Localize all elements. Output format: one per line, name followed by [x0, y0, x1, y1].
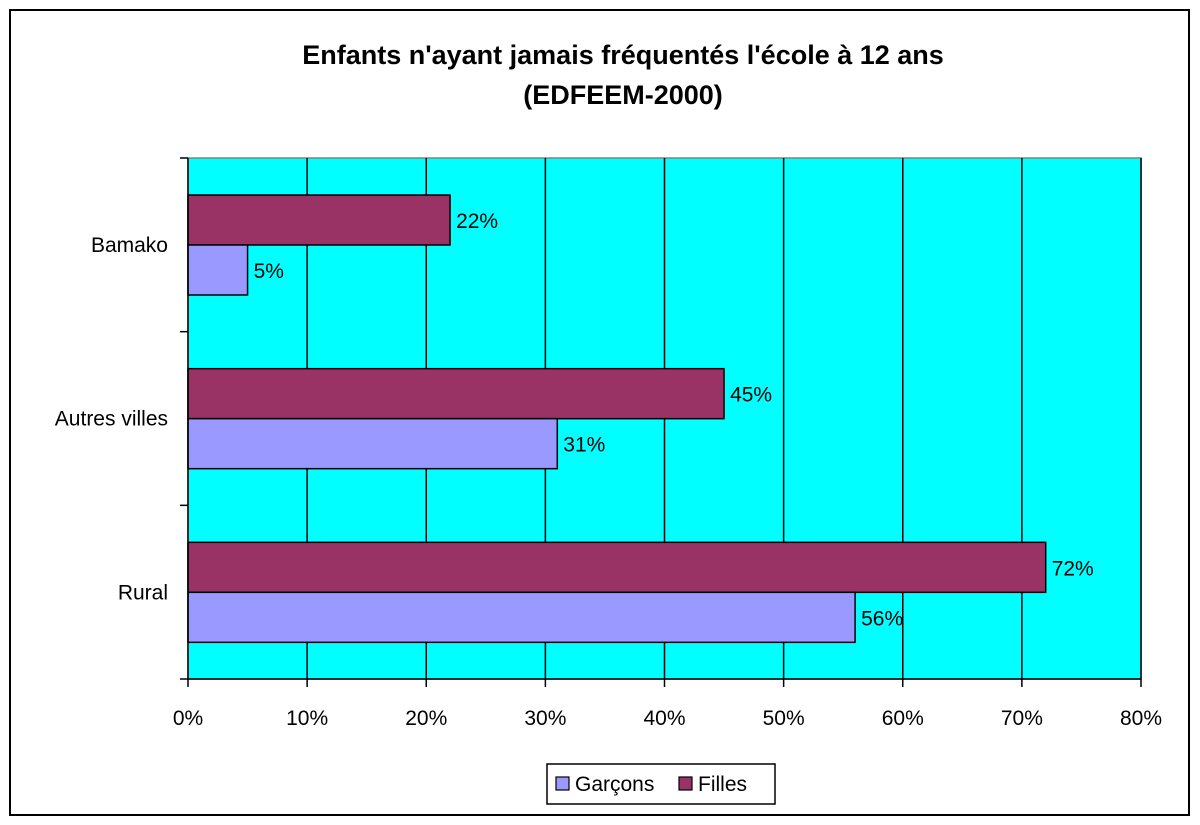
legend-label: Filles [698, 773, 747, 796]
legend-label: Garçons [575, 773, 654, 796]
bar-garons [187, 417, 559, 470]
legend-box [546, 763, 776, 805]
x-tick-label: 60% [882, 707, 924, 730]
data-label: 45% [730, 384, 772, 407]
category-label: Bamako [91, 234, 168, 257]
category-label: Autres villes [55, 408, 168, 431]
legend-swatch [678, 776, 693, 791]
x-tick-label: 20% [405, 707, 447, 730]
data-label: 31% [563, 434, 605, 457]
legend-swatch [555, 776, 570, 791]
x-tick-label: 30% [524, 707, 566, 730]
bar-filles [187, 367, 725, 420]
x-tick-label: 70% [1001, 707, 1043, 730]
bar-garons [187, 591, 856, 644]
labels: 0% 10% 20% 30% 40% 50% 60% 70% 80% Bamako 22% 5% Aut… [55, 210, 1162, 730]
bar-filles [187, 541, 1047, 594]
data-label: 22% [456, 210, 498, 233]
x-tick-label: 40% [643, 707, 685, 730]
legend: Garçons Filles [546, 763, 776, 805]
axes [180, 157, 1142, 687]
x-tick-label: 10% [286, 707, 328, 730]
bar-filles [187, 194, 451, 246]
bar-garons [187, 244, 249, 296]
x-tick-label: 50% [763, 707, 805, 730]
bars [187, 194, 1047, 644]
chart-title: Enfants n'ayant jamais fréquentés l'écol… [302, 40, 944, 70]
chart-subtitle: (EDFEEM-2000) [523, 80, 723, 110]
x-tick-label: 0% [173, 707, 203, 730]
data-label: 72% [1052, 557, 1094, 580]
category-label: Rural [118, 581, 168, 604]
data-label: 5% [254, 260, 284, 283]
x-tick-label: 80% [1120, 707, 1162, 730]
data-label: 56% [861, 607, 903, 630]
